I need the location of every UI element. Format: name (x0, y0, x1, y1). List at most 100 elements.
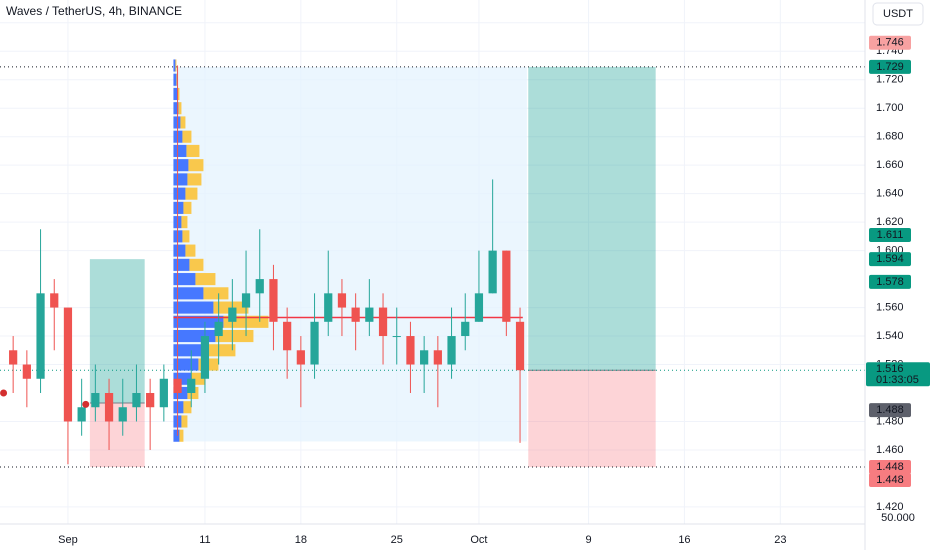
axes: 1.4201.4601.4801.5201.5401.5601.6001.620… (58, 17, 930, 546)
price-label: 1.594 (876, 253, 904, 265)
candle-body (488, 250, 497, 294)
candle-body (324, 293, 333, 322)
profile-down-bar (183, 401, 192, 414)
profile-up-bar (173, 273, 196, 286)
candle-body (420, 350, 429, 365)
price-label-box (869, 473, 911, 488)
y-tick-label: 1.680 (876, 131, 904, 143)
candle-body (228, 307, 237, 322)
candle-body (515, 321, 525, 371)
profile-up-bar (173, 59, 176, 72)
candle-body (392, 336, 401, 338)
y-tick-label: 1.480 (876, 415, 904, 427)
x-tick-label: Sep (58, 534, 78, 546)
price-label-box (869, 274, 911, 289)
candle-body (283, 321, 292, 351)
profile-up-bar (173, 258, 190, 271)
price-label: 1.488 (876, 404, 904, 416)
profile-down-bar (185, 187, 198, 200)
profile-down-bar (195, 273, 216, 286)
y-tick-label: 1.460 (876, 444, 904, 456)
profile-down-bar (181, 216, 188, 229)
profile-up-bar (173, 315, 224, 328)
candle-body (118, 407, 127, 422)
candle-body (104, 393, 114, 422)
candle-body (187, 378, 196, 393)
y-tick-label: 1.560 (876, 301, 904, 313)
profile-up-bar (173, 401, 184, 414)
profile-down-bar (215, 329, 254, 343)
profile-down-bar (179, 429, 184, 442)
profile-down-bar (182, 130, 192, 143)
price-label: 1.729 (876, 61, 904, 73)
profile-up-bar (173, 201, 184, 214)
candle-body (351, 307, 360, 322)
x-tick-label: 25 (391, 534, 403, 546)
profile-down-bar (183, 201, 192, 214)
position-target-zone (528, 66, 656, 371)
candle-body (200, 336, 210, 379)
candle-body (132, 393, 141, 408)
candle-body (63, 307, 73, 422)
candle-body (310, 321, 319, 365)
y-tick-label: 1.620 (876, 216, 904, 228)
y-tick-label: 1.660 (876, 159, 904, 171)
profile-up-bar (173, 87, 178, 101)
candle-body (296, 350, 305, 365)
countdown: 01:33:05 (876, 374, 919, 386)
candle-body (22, 364, 31, 379)
profile-up-bar (173, 429, 180, 442)
candle-body (77, 407, 86, 422)
x-tick-label: 16 (678, 534, 690, 546)
profile-down-bar (180, 116, 186, 129)
scale-note: 50.000 (881, 512, 915, 524)
x-tick-label: 11 (199, 534, 210, 546)
candle-body (146, 393, 155, 408)
profile-down-bar (203, 287, 229, 300)
profile-up-bar (173, 187, 186, 200)
candle-body (502, 250, 511, 322)
last-price-box (866, 362, 930, 387)
profile-down-bar (187, 173, 202, 186)
candle-body (378, 307, 388, 337)
position-stop-zone (89, 402, 145, 468)
profile-down-bar (182, 230, 190, 243)
currency-label[interactable]: USDT (883, 8, 913, 20)
y-tick-label: 1.540 (876, 330, 904, 342)
profile-up-bar (173, 244, 186, 257)
profile-down-bar (181, 415, 188, 428)
price-label: 1.611 (877, 229, 904, 241)
profile-up-bar (173, 102, 179, 115)
profile-down-bar (208, 344, 236, 357)
candle-body (36, 293, 45, 379)
x-tick-label: 23 (774, 534, 786, 546)
candle-body (50, 293, 59, 308)
x-tick-label: Oct (470, 534, 487, 546)
candle-body (433, 350, 442, 365)
y-tick-label: 1.720 (876, 74, 904, 86)
profile-up-bar (173, 287, 204, 300)
y-tick-label: 1.420 (876, 501, 904, 513)
chart-title: Waves / TetherUS, 4h, BINANCE (6, 4, 182, 18)
price-label-box (869, 227, 911, 242)
marker (82, 400, 90, 408)
price-label-box (869, 403, 911, 418)
profile-up-bar (173, 173, 188, 186)
x-tick-label: 18 (295, 534, 307, 546)
profile-down-bar (176, 73, 178, 86)
profile-down-bar (188, 159, 204, 172)
position-target-zone (89, 259, 145, 403)
profile-up-bar (173, 73, 177, 86)
profile-up-bar (173, 301, 214, 314)
candle-body (461, 321, 470, 337)
candle-body (337, 293, 347, 308)
y-tick-label: 1.700 (876, 102, 904, 114)
profile-up-bar (173, 159, 189, 172)
profile-up-bar (173, 358, 199, 371)
profile-down-bar (177, 87, 180, 101)
price-label: 1.448 (876, 461, 904, 473)
candle-body (269, 279, 278, 322)
candle-body (241, 293, 251, 308)
currency-button[interactable] (872, 2, 924, 26)
